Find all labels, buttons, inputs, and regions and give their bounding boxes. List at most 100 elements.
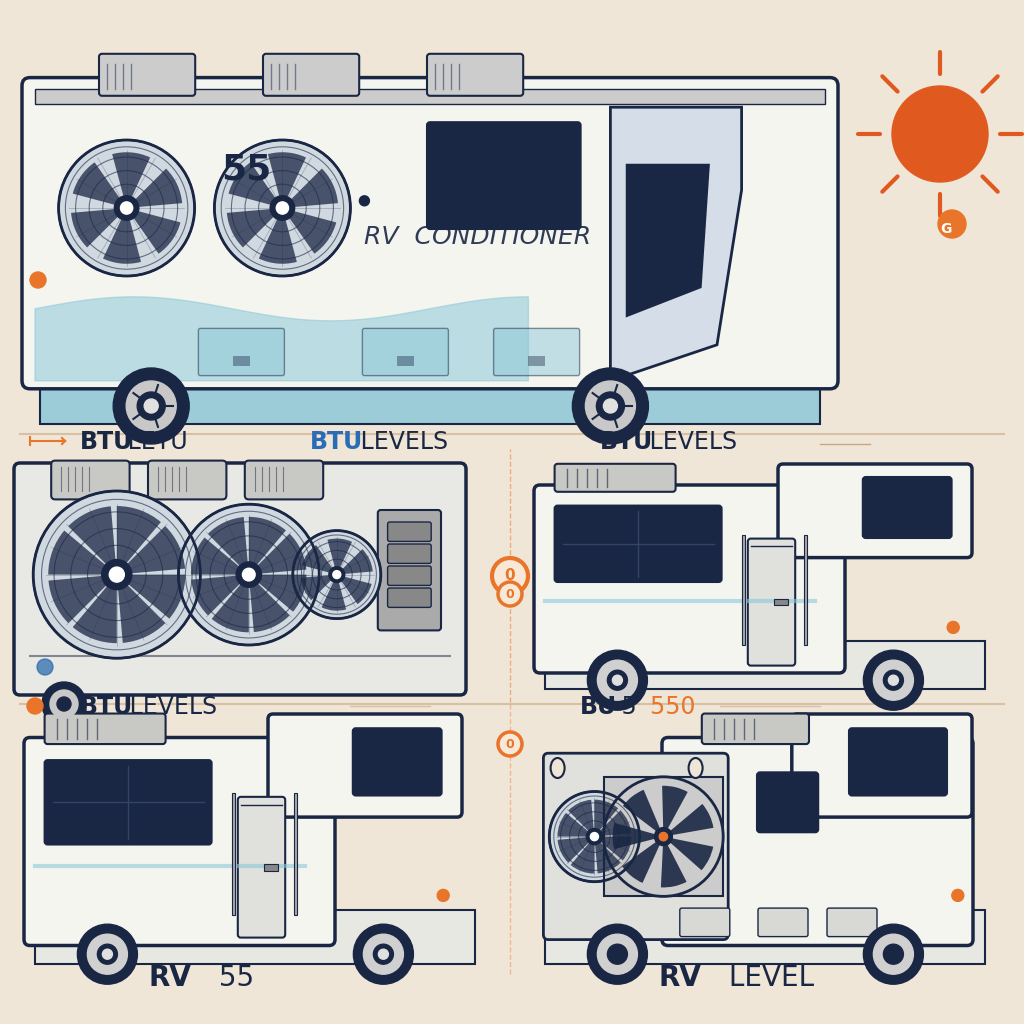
Wedge shape [322,574,346,610]
FancyBboxPatch shape [362,329,449,376]
Circle shape [947,622,959,634]
Text: RV: RV [658,964,701,992]
Polygon shape [627,165,709,316]
FancyBboxPatch shape [45,760,212,845]
Text: BTU: BTU [80,695,133,719]
FancyBboxPatch shape [268,714,462,817]
Circle shape [591,833,598,841]
Wedge shape [664,837,714,870]
Circle shape [863,650,924,711]
Text: 55: 55 [221,153,271,186]
Circle shape [951,890,964,901]
Wedge shape [73,163,127,208]
Bar [603,777,723,896]
Wedge shape [337,549,373,574]
Wedge shape [557,813,594,837]
FancyBboxPatch shape [22,78,838,389]
FancyBboxPatch shape [388,522,431,542]
Circle shape [612,675,623,685]
Bar [545,910,985,964]
Circle shape [102,949,113,959]
Wedge shape [48,574,117,623]
Circle shape [37,659,53,675]
Ellipse shape [551,758,564,778]
Text: 0: 0 [505,568,515,584]
Wedge shape [71,208,127,248]
Wedge shape [612,823,664,849]
FancyBboxPatch shape [662,737,973,945]
Wedge shape [191,538,249,574]
Wedge shape [268,153,306,208]
FancyBboxPatch shape [238,797,286,938]
Circle shape [884,670,903,690]
Text: LETU: LETU [120,430,187,454]
FancyBboxPatch shape [827,908,877,937]
Circle shape [588,925,647,984]
FancyBboxPatch shape [863,477,951,538]
Circle shape [87,934,127,974]
FancyBboxPatch shape [534,485,845,673]
Wedge shape [594,837,621,873]
Wedge shape [249,534,306,574]
Wedge shape [117,506,161,574]
Circle shape [126,381,176,431]
FancyBboxPatch shape [680,908,730,937]
Polygon shape [610,108,741,381]
Wedge shape [127,208,180,254]
FancyBboxPatch shape [758,908,808,937]
Bar [294,793,297,915]
FancyBboxPatch shape [701,714,809,744]
Circle shape [863,925,924,984]
Circle shape [270,196,295,220]
Wedge shape [228,163,283,208]
FancyBboxPatch shape [757,772,818,833]
Text: G: G [940,222,951,236]
Wedge shape [660,837,686,888]
Wedge shape [117,574,185,618]
FancyBboxPatch shape [353,728,441,796]
Wedge shape [570,837,594,873]
Circle shape [549,792,639,882]
Circle shape [243,568,255,581]
Circle shape [492,558,528,594]
Wedge shape [594,800,618,837]
Circle shape [114,368,189,444]
Wedge shape [113,153,151,208]
Circle shape [603,399,617,413]
Circle shape [586,381,636,431]
Text: RV: RV [148,964,191,992]
Wedge shape [208,517,249,574]
FancyBboxPatch shape [427,122,581,229]
FancyBboxPatch shape [148,461,226,500]
Circle shape [588,650,647,711]
Circle shape [58,140,195,276]
Circle shape [237,562,261,588]
Circle shape [353,925,414,984]
Polygon shape [35,297,528,381]
Circle shape [659,833,668,841]
Circle shape [654,827,673,846]
Wedge shape [249,574,290,632]
Text: BTU: BTU [310,430,364,454]
Circle shape [572,368,648,444]
Circle shape [607,670,628,690]
Circle shape [607,944,628,965]
Text: LEVELS: LEVELS [642,430,737,454]
Bar [741,535,745,645]
Circle shape [889,675,898,685]
FancyBboxPatch shape [555,464,676,492]
Circle shape [597,660,637,700]
Circle shape [110,567,124,582]
Circle shape [329,566,345,583]
Wedge shape [337,574,372,604]
Bar [40,324,820,424]
Ellipse shape [688,758,702,778]
Bar [804,535,807,645]
Text: BTU: BTU [600,430,653,454]
FancyBboxPatch shape [14,463,466,695]
Circle shape [333,570,341,579]
Circle shape [597,934,637,974]
FancyBboxPatch shape [199,329,285,376]
Bar [231,793,236,915]
Text: BU: BU [580,695,617,719]
